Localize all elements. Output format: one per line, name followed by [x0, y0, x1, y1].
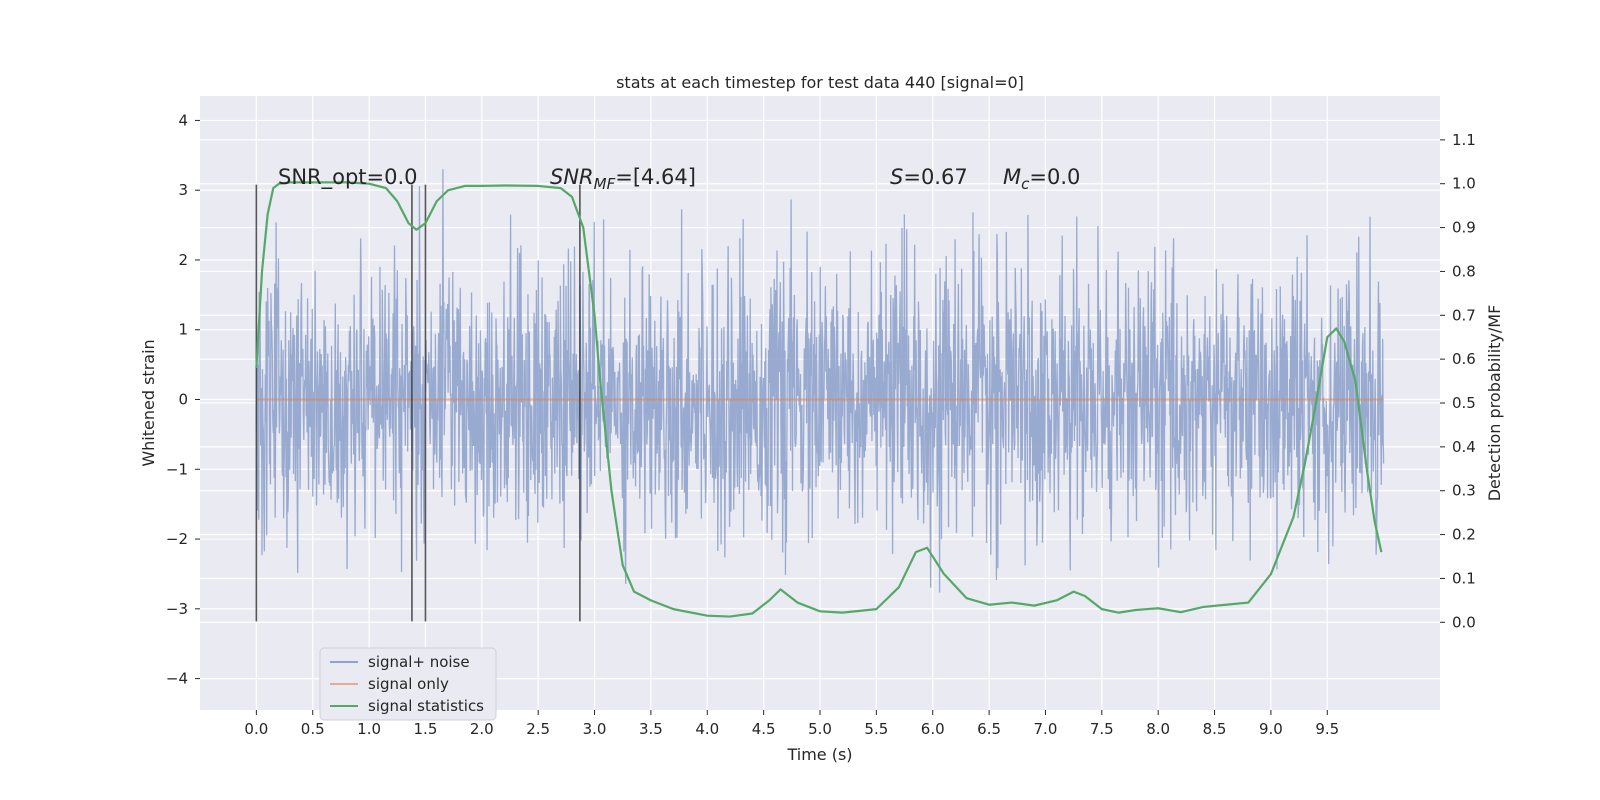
x-axis-label: Time (s)	[786, 745, 852, 764]
vertical-markers	[255, 184, 581, 622]
annotation-snr-mf-sub: MF	[594, 175, 616, 193]
x-tick-label: 9.0	[1259, 720, 1283, 738]
x-tick-label: 2.5	[526, 720, 550, 738]
x-tick-label: 5.5	[864, 720, 888, 738]
signal-noise-line	[255, 169, 1385, 593]
annotation-s: S=0.67	[890, 165, 968, 189]
x-tick-label: 8.0	[1146, 720, 1170, 738]
x-tick-label: 9.5	[1315, 720, 1339, 738]
y-tick-label-right: 0.4	[1452, 438, 1476, 456]
y-tick-label-right: 0.3	[1452, 482, 1476, 500]
y-tick-label-left: 2	[178, 251, 188, 269]
x-tick-label: 3.0	[583, 720, 607, 738]
x-tick-label: 7.0	[1034, 720, 1058, 738]
annotation-snr-mf-value: =[4.64]	[615, 165, 696, 189]
y-tick-label-left: −1	[166, 460, 188, 478]
x-tick-label: 8.5	[1203, 720, 1227, 738]
y-tick-label-right: 0.6	[1452, 350, 1476, 368]
y-tick-label-right: 0.5	[1452, 394, 1476, 412]
axis-ticks: 0.0 0.5 1.0 1.5 2.0 2.5 3.0 3.5 4.0 4.5 5.0 5.5 6.0 6…	[166, 111, 1476, 738]
y-tick-label-left: 0	[178, 391, 188, 409]
x-tick-label: 1.0	[357, 720, 381, 738]
series-signal-statistics	[255, 181, 1383, 618]
y-tick-label-left: −2	[166, 530, 188, 548]
legend-label-signal-statistics: signal statistics	[368, 697, 484, 715]
y-axis-label-right: Detection probability/MF	[1485, 305, 1504, 502]
annotation-mc-base: M	[1003, 165, 1021, 189]
annotation-snr-mf-base: SNR	[550, 165, 594, 189]
chart-title: stats at each timestep for test data 440…	[616, 73, 1024, 92]
x-tick-label: 4.5	[752, 720, 776, 738]
y-tick-label-left: 3	[178, 181, 188, 199]
annotation-s-value: =0.67	[903, 165, 967, 189]
y-tick-label-left: 1	[178, 321, 188, 339]
legend-label-signal-noise: signal+ noise	[368, 653, 470, 671]
x-tick-label: 0.0	[244, 720, 268, 738]
legend: signal+ noise signal only signal statist…	[319, 647, 497, 721]
y-tick-label-right: 0.0	[1452, 613, 1476, 631]
annotation-snr-opt: SNR_opt=0.0	[278, 165, 418, 190]
x-tick-label: 6.5	[977, 720, 1001, 738]
x-tick-label: 2.0	[470, 720, 494, 738]
annotation-mc-value: =0.0	[1029, 165, 1080, 189]
legend-box	[319, 647, 497, 721]
y-tick-label-right: 0.8	[1452, 262, 1476, 280]
annotation-mc: Mc=0.0	[1003, 165, 1080, 193]
series-signal-noise	[255, 169, 1385, 593]
x-tick-label: 4.0	[695, 720, 719, 738]
x-tick-label: 7.5	[1090, 720, 1114, 738]
y-tick-label-right: 0.2	[1452, 526, 1476, 544]
x-tick-label: 5.0	[808, 720, 832, 738]
y-tick-label-right: 0.9	[1452, 219, 1476, 237]
annotation-s-base: S	[890, 165, 903, 189]
y-tick-label-right: 0.1	[1452, 569, 1476, 587]
x-tick-label: 6.0	[921, 720, 945, 738]
annotation-mc-sub: c	[1021, 175, 1030, 193]
y-axis-label-left: Whitened strain	[139, 339, 158, 466]
y-tick-label-right: 1.1	[1452, 131, 1476, 149]
y-tick-label-left: −3	[166, 600, 188, 618]
x-tick-label: 3.5	[639, 720, 663, 738]
x-tick-label: 1.5	[414, 720, 438, 738]
annotation-snr-mf: SNRMF=[4.64]	[550, 165, 696, 193]
x-tick-label: 0.5	[301, 720, 325, 738]
y-tick-label-right: 0.7	[1452, 306, 1476, 324]
signal-statistics-line	[255, 181, 1383, 618]
y-tick-label-right: 1.0	[1452, 175, 1476, 193]
legend-label-signal-only: signal only	[368, 675, 449, 693]
y-tick-label-left: 4	[178, 111, 188, 129]
y-tick-label-left: −4	[166, 670, 188, 688]
